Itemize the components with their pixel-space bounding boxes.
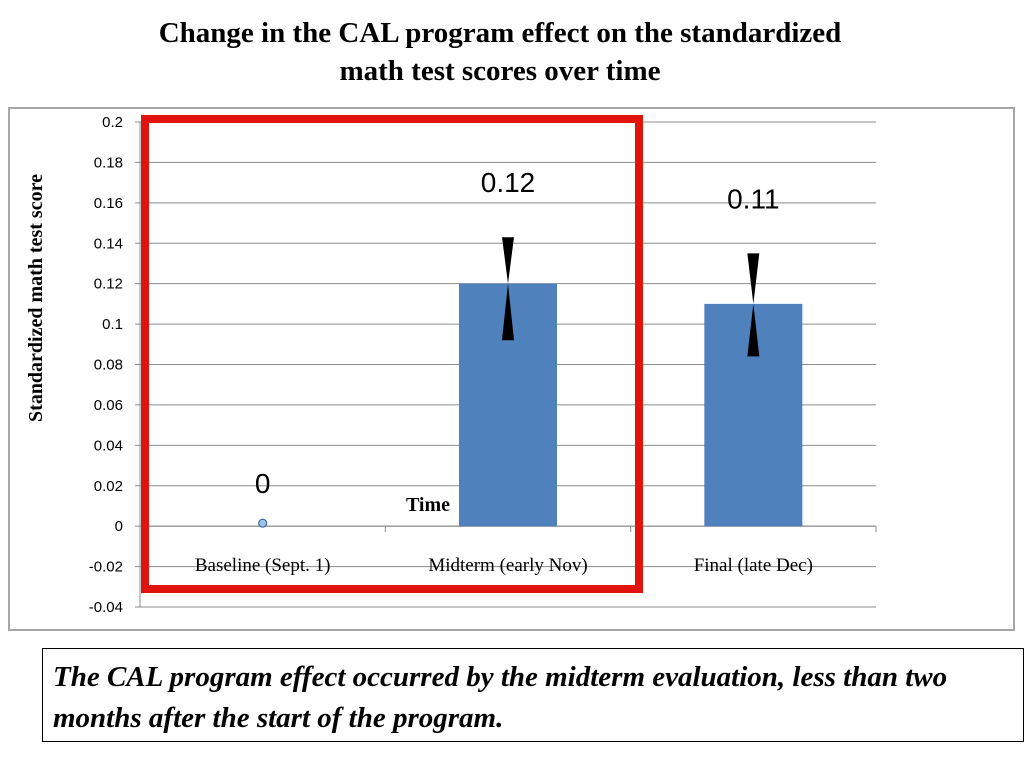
x-axis-title: Time bbox=[406, 494, 450, 516]
x-category-label: Final (late Dec) bbox=[694, 555, 813, 576]
caption-text: The CAL program effect occurred by the m… bbox=[53, 661, 948, 734]
error-bar bbox=[502, 237, 514, 341]
y-tick-label: 0.2 bbox=[102, 114, 123, 131]
y-tick-label: -0.02 bbox=[89, 559, 123, 576]
y-tick-label: 0.08 bbox=[94, 357, 123, 374]
x-category-label: Midterm (early Nov) bbox=[428, 555, 587, 576]
y-tick-label: -0.04 bbox=[89, 599, 123, 616]
y-tick-label: 0.04 bbox=[94, 437, 123, 454]
y-axis-title: Standardized math test score bbox=[25, 174, 47, 422]
chart-title-line-1: Change in the CAL program effect on the … bbox=[158, 17, 842, 49]
y-tick-label: 0.06 bbox=[94, 397, 123, 414]
y-tick-label: 0 bbox=[115, 518, 123, 535]
highlight-box bbox=[141, 115, 643, 593]
y-tick-label: 0.18 bbox=[94, 154, 123, 171]
data-label: 0.12 bbox=[481, 167, 536, 198]
caption-box: The CAL program effect occurred by the m… bbox=[42, 648, 1024, 742]
y-tick-label: 0.02 bbox=[94, 478, 123, 495]
data-point-marker bbox=[258, 518, 268, 528]
chart-title: Change in the CAL program effect on the … bbox=[0, 14, 1000, 90]
x-category-label: Baseline (Sept. 1) bbox=[195, 555, 331, 576]
y-tick-label: 0.16 bbox=[94, 195, 123, 212]
y-tick-label: 0.14 bbox=[94, 235, 123, 252]
data-label: 0 bbox=[255, 468, 271, 499]
bar-chart: 0.2 0.18 0.16 0.14 0.12 0.1 0.08 0.06 0.04 0.02 0 -… bbox=[25, 114, 877, 616]
data-label: 0.11 bbox=[727, 183, 779, 214]
y-tick-label: 0.1 bbox=[102, 316, 123, 333]
y-tick-label: 0.12 bbox=[94, 276, 123, 293]
error-bar bbox=[747, 253, 760, 357]
chart-title-line-2: math test scores over time bbox=[339, 55, 661, 87]
